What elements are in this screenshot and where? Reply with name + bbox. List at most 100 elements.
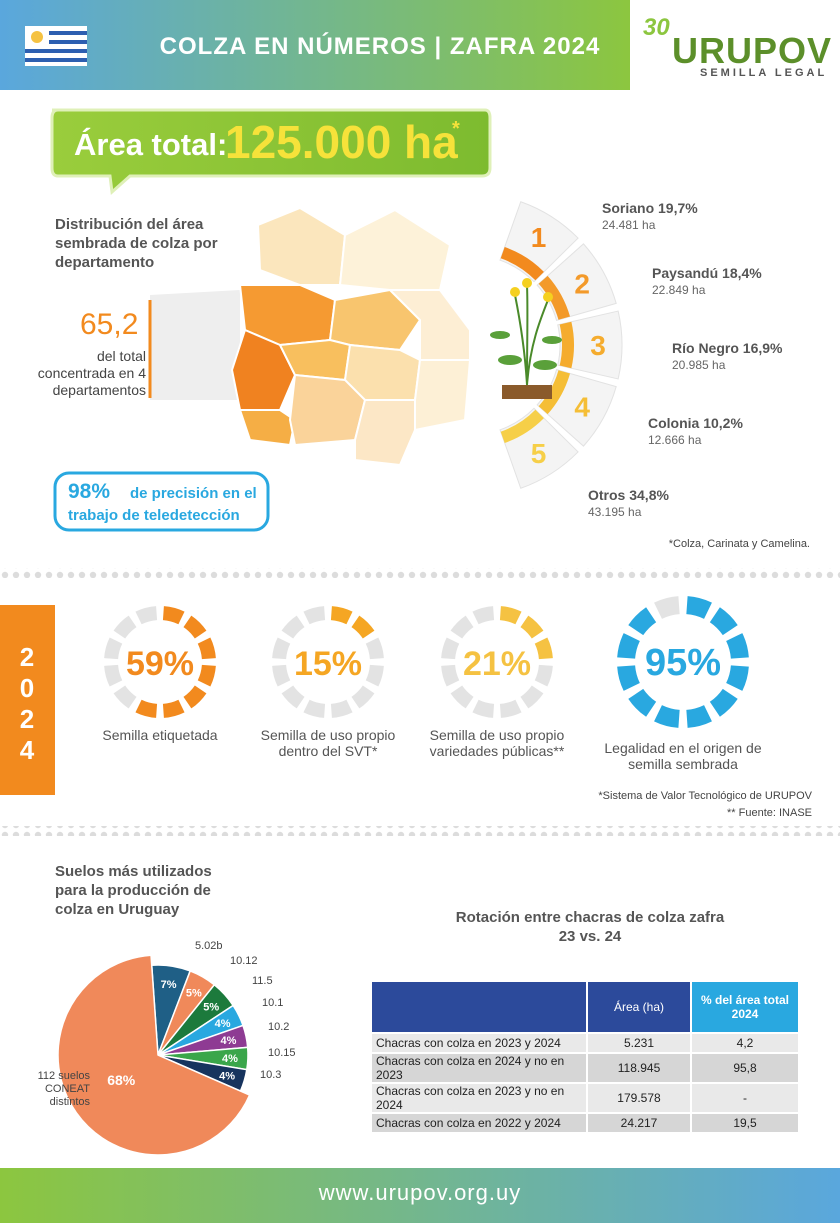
rank-ha: 12.666 ha <box>648 433 702 447</box>
number-cell: 19,5 <box>692 1114 798 1132</box>
donut-track <box>135 606 158 625</box>
donut-segment <box>162 699 185 718</box>
donut-text: Semilla etiquetada <box>102 727 218 743</box>
donut-segment <box>726 633 749 659</box>
donut-segment <box>135 699 158 718</box>
rotation-title: Rotación entre chacras de colza zafra 23… <box>455 909 725 945</box>
precision-value: 98% <box>68 480 111 503</box>
pie-value-label: 4% <box>219 1070 235 1082</box>
year-band <box>0 605 55 795</box>
label-cell: Chacras con colza en 2024 y no en 2023 <box>372 1054 586 1082</box>
pie-value-label: 4% <box>222 1053 238 1065</box>
rank-name: Paysandú 18,4% <box>652 265 762 281</box>
donut-segment <box>162 606 185 625</box>
donut-track <box>450 685 474 709</box>
donut-track <box>272 664 291 687</box>
donut-label: 15% <box>294 645 362 683</box>
donut-track <box>441 664 460 687</box>
header-cell: Área (ha) <box>588 982 690 1032</box>
rank-number: 4 <box>574 392 590 423</box>
donut-track <box>113 615 137 639</box>
donut-segment <box>654 705 680 728</box>
rank-number: 5 <box>531 438 547 469</box>
donut-segment <box>197 664 216 687</box>
rank-band <box>500 246 544 281</box>
pie-category: 10.1 <box>262 997 284 1009</box>
note: *Sistema de Valor Tecnológico de URUPOV <box>598 790 812 802</box>
donut-track <box>272 637 291 660</box>
rank-ha: 43.195 ha <box>588 505 642 519</box>
donut-track <box>654 596 680 619</box>
table-row: Chacras con colza en 2023 y 2024 5.231 4,2 <box>372 1034 798 1052</box>
soils-title: Suelos más utilizados para la producción… <box>55 863 212 918</box>
pie-value-label: 4% <box>215 1018 231 1030</box>
donut-track <box>104 637 123 660</box>
donut-track <box>330 699 353 718</box>
footnote: *Colza, Carinata y Camelina. <box>668 538 810 550</box>
pie-slice <box>57 954 251 1156</box>
donut-segment <box>628 607 657 636</box>
donut-segment <box>628 688 657 717</box>
number-cell: 95,8 <box>692 1054 798 1082</box>
number-cell: 24.217 <box>588 1114 690 1132</box>
donut-label: 59% <box>126 645 194 683</box>
donut-track <box>113 685 137 709</box>
donut-segment <box>183 615 207 639</box>
concentration-value: 65,2 <box>80 308 139 341</box>
donut-segment <box>330 606 353 625</box>
rank-number: 1 <box>531 222 547 253</box>
pie-category: 10.3 <box>260 1069 282 1081</box>
header-band <box>0 0 630 90</box>
donut-label: 95% <box>645 642 721 684</box>
table-row: Chacras con colza en 2023 y no en 2024 17… <box>372 1084 798 1112</box>
precision-box <box>53 471 270 532</box>
year: 2024 <box>19 642 35 765</box>
header-row: Área (ha) % del área total 2024 <box>372 982 798 1032</box>
pie-category: 10.2 <box>268 1021 290 1033</box>
logo-name: URUPOV <box>672 30 833 71</box>
area-value: 125.000 ha <box>225 116 458 168</box>
header-cell <box>372 982 586 1032</box>
donut-track <box>351 685 375 709</box>
donut-segment <box>726 665 749 691</box>
separator <box>0 826 840 836</box>
rank-number: 3 <box>590 330 606 361</box>
map-title: Distribución del área sembrada de colza … <box>55 216 218 271</box>
label-cell: Chacras con colza en 2023 y 2024 <box>372 1034 586 1052</box>
donut-segment <box>709 607 738 636</box>
rank-name: Otros 34,8% <box>588 487 669 503</box>
donut-track <box>365 637 384 660</box>
donut-segment <box>197 637 216 660</box>
donut-track <box>365 664 384 687</box>
pie-category: 10.15 <box>268 1047 296 1059</box>
donut-segment <box>686 596 712 619</box>
donut-track <box>472 606 495 625</box>
pie-value-label: 4% <box>220 1035 236 1047</box>
rank-number: 2 <box>574 268 590 299</box>
rank-band <box>538 275 571 320</box>
donut-segment <box>617 633 640 659</box>
donut-label: 21% <box>463 645 531 683</box>
note: ** Fuente: INASE <box>727 807 812 819</box>
area-banner <box>50 108 492 196</box>
donut-text: Legalidad en el origen de semilla sembra… <box>604 740 762 772</box>
donut-segment <box>534 637 553 660</box>
area-asterisk: * <box>452 118 460 140</box>
donut-segment <box>686 705 712 728</box>
concentration-text: del total concentrada en 4 departamentos <box>37 348 146 398</box>
number-cell: 179.578 <box>588 1084 690 1112</box>
map-pointer <box>150 290 240 400</box>
rank-band <box>500 409 544 444</box>
donut-segment <box>351 615 375 639</box>
donut-segment <box>709 688 738 717</box>
plant <box>490 278 562 399</box>
rank-ha: 22.849 ha <box>652 283 706 297</box>
rank-name: Río Negro 16,9% <box>672 340 783 356</box>
label-cell: Chacras con colza en 2023 y no en 2024 <box>372 1084 586 1112</box>
rank-name: Colonia 10,2% <box>648 415 743 431</box>
donut-track <box>104 664 123 687</box>
donuts: 59% 15% 21% 95% <box>104 596 749 728</box>
donut-text: Semilla de uso propio variedades pública… <box>429 727 565 759</box>
